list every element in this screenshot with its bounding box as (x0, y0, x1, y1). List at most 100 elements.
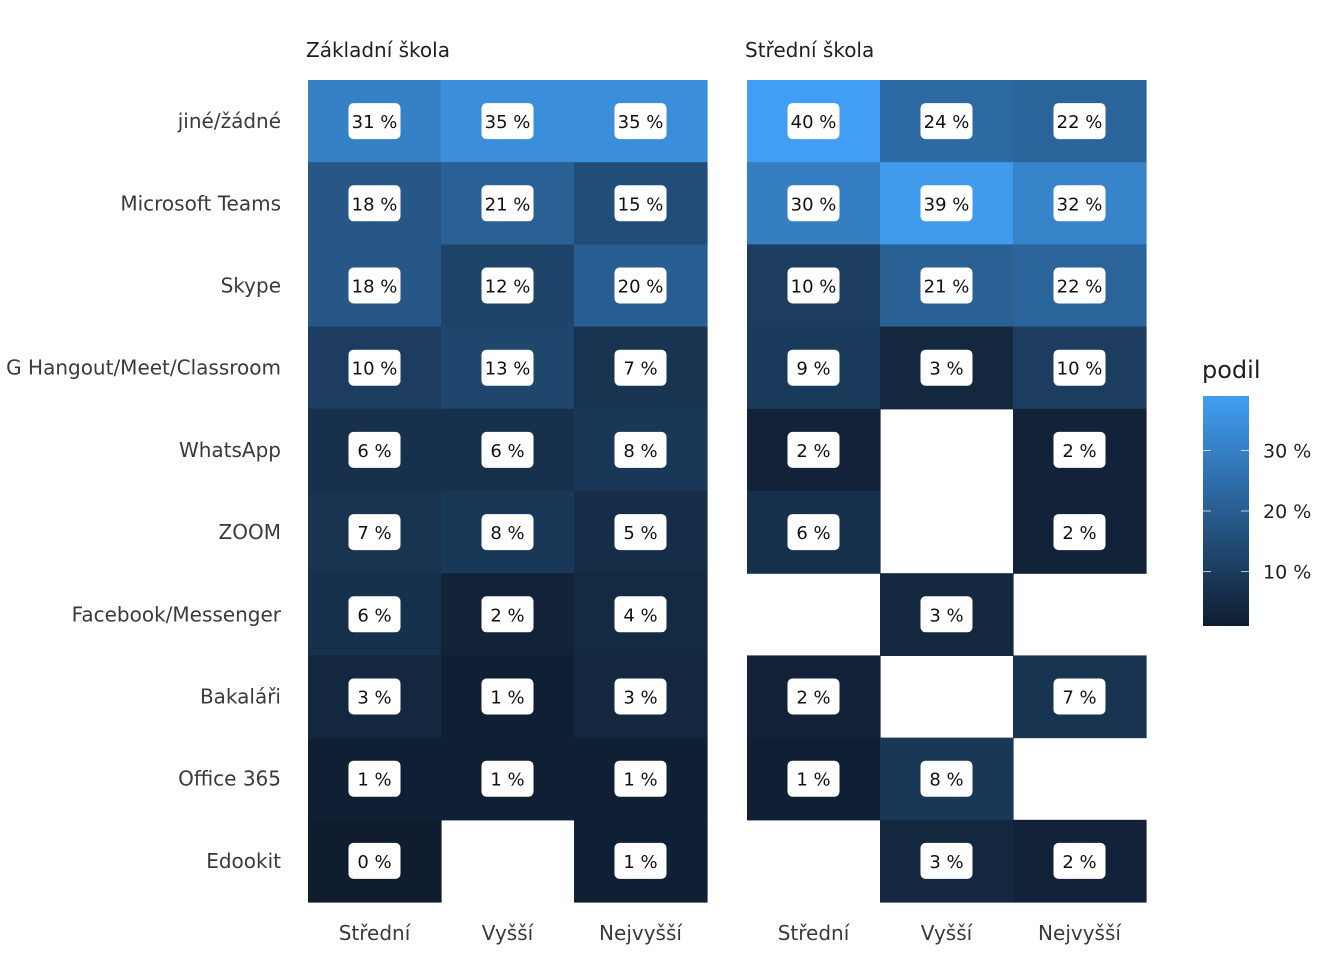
y-tick-label: Skype (221, 274, 281, 298)
value-label: 6 % (796, 523, 830, 544)
value-label: 1 % (623, 852, 657, 873)
value-label: 3 % (929, 605, 963, 626)
value-label-box (614, 842, 667, 879)
value-label-box (348, 760, 401, 797)
legend-tick-label: 10 % (1263, 562, 1311, 584)
y-tick-label: Facebook/Messenger (72, 602, 282, 626)
value-label: 7 % (1062, 688, 1096, 709)
value-label: 22 % (1057, 112, 1103, 133)
value-label: 2 % (1062, 523, 1096, 544)
value-label-box (1053, 267, 1106, 304)
value-label-box (481, 349, 534, 386)
value-label-box (481, 431, 534, 468)
value-label: 10 % (1057, 359, 1103, 380)
value-label: 2 % (796, 688, 830, 709)
value-label: 6 % (357, 441, 391, 462)
value-label-box (1053, 103, 1106, 140)
value-label-box (787, 431, 840, 468)
value-label-box (348, 842, 401, 879)
value-label: 7 % (357, 523, 391, 544)
value-label-box (920, 267, 973, 304)
value-label-box (787, 349, 840, 386)
facet-title: Střední škola (745, 38, 874, 62)
y-tick-label: Bakaláři (200, 685, 281, 709)
value-label-box (481, 185, 534, 222)
value-label: 2 % (490, 605, 524, 626)
value-label-box (920, 760, 973, 797)
value-label-box (920, 185, 973, 222)
x-tick-label: Vyšší (921, 921, 974, 945)
y-tick-label: ZOOM (219, 520, 281, 544)
facet-2: Střední škola 40 % 24 % 22 % 30 % 39 % 32 % 10 … (745, 38, 1147, 945)
value-label: 1 % (796, 770, 830, 791)
value-label-box (787, 267, 840, 304)
value-label: 3 % (929, 852, 963, 873)
value-label: 1 % (490, 688, 524, 709)
value-label-box (614, 103, 667, 140)
value-label-box (348, 514, 401, 551)
color-legend: podil 10 % 20 % 30 % (1202, 356, 1311, 626)
legend-tick-label: 30 % (1263, 440, 1311, 462)
value-label-box (1053, 842, 1106, 879)
value-label: 4 % (623, 605, 657, 626)
legend-title: podil (1202, 356, 1261, 384)
value-label: 0 % (357, 852, 391, 873)
legend-tick-label: 20 % (1263, 501, 1311, 523)
value-label-box (348, 678, 401, 715)
value-label-box (1053, 431, 1106, 468)
value-label: 3 % (357, 688, 391, 709)
value-label: 39 % (924, 194, 970, 215)
y-tick-label: Office 365 (178, 767, 281, 791)
value-label: 15 % (618, 194, 664, 215)
y-tick-label: G Hangout/Meet/Classroom (6, 356, 281, 380)
value-label-box (920, 349, 973, 386)
value-label-box (614, 431, 667, 468)
value-label-box (1053, 185, 1106, 222)
value-label: 8 % (929, 770, 963, 791)
value-label-box (614, 185, 667, 222)
value-label-box (787, 514, 840, 551)
value-label-box (787, 103, 840, 140)
value-label-box (787, 760, 840, 797)
value-label-box (481, 678, 534, 715)
value-label-box (348, 349, 401, 386)
value-label-box (920, 596, 973, 633)
value-label-box (481, 103, 534, 140)
value-label: 2 % (1062, 852, 1096, 873)
value-label: 10 % (791, 277, 837, 298)
value-label: 13 % (485, 359, 531, 380)
value-label: 21 % (485, 194, 531, 215)
x-tick-label: Nejvyšší (1038, 921, 1122, 945)
value-label: 24 % (924, 112, 970, 133)
y-tick-label: Microsoft Teams (120, 191, 281, 215)
value-label-box (1053, 349, 1106, 386)
value-label: 1 % (357, 770, 391, 791)
value-label: 31 % (352, 112, 398, 133)
value-label: 30 % (791, 194, 837, 215)
value-label: 7 % (623, 359, 657, 380)
value-label-box (614, 760, 667, 797)
value-label: 8 % (623, 441, 657, 462)
value-label: 20 % (618, 277, 664, 298)
value-label: 3 % (929, 359, 963, 380)
value-label: 22 % (1057, 277, 1103, 298)
value-label-box (920, 103, 973, 140)
value-label: 1 % (623, 770, 657, 791)
value-label-box (614, 349, 667, 386)
value-label-box (348, 596, 401, 633)
value-label: 10 % (352, 359, 398, 380)
value-label: 32 % (1057, 194, 1103, 215)
value-label-box (920, 842, 973, 879)
value-label: 18 % (352, 277, 398, 298)
value-label: 12 % (485, 277, 531, 298)
value-label-box (1053, 514, 1106, 551)
value-label: 21 % (924, 277, 970, 298)
value-label-box (348, 103, 401, 140)
y-tick-label: Edookit (206, 849, 281, 873)
x-tick-label: Střední (778, 921, 851, 945)
value-label: 3 % (623, 688, 657, 709)
value-label-box (481, 514, 534, 551)
facet-title: Základní škola (306, 38, 450, 62)
value-label-box (614, 596, 667, 633)
value-label-box (348, 185, 401, 222)
